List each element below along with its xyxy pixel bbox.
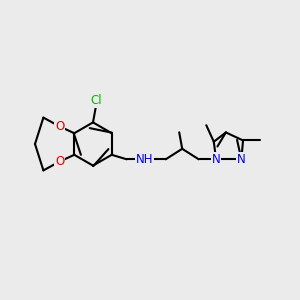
Text: O: O [55,120,64,133]
Text: NH: NH [136,153,154,166]
Text: O: O [55,155,64,168]
Text: N: N [212,153,220,166]
Text: N: N [237,153,246,166]
Text: Cl: Cl [90,94,102,107]
